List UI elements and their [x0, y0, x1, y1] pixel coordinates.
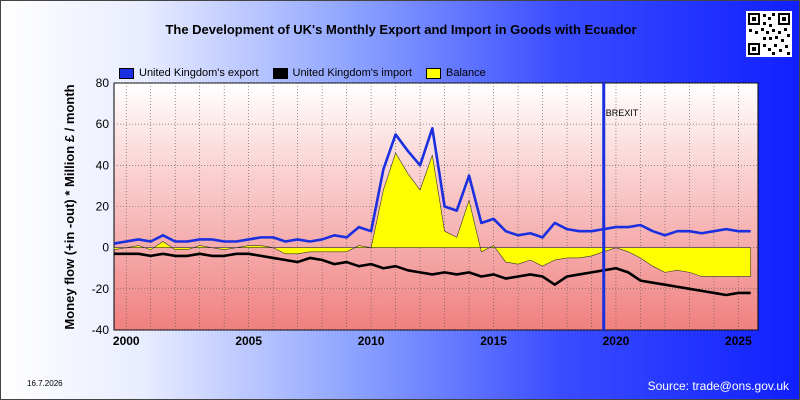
x-axis-ticks: 2000 2005 2010 2015 2020 2025	[113, 334, 752, 348]
y-axis-ticks: -40 -20 0 20 40 60 80	[92, 76, 110, 337]
y-tick-label: -20	[92, 282, 110, 296]
balance-series-area	[113, 152, 751, 277]
qr-code-icon	[746, 11, 792, 57]
x-tick-label: 2015	[480, 334, 507, 348]
x-tick-label: 2025	[725, 334, 752, 348]
x-tick-label: 2010	[358, 334, 385, 348]
legend-item-export: United Kingdom's export	[119, 67, 259, 79]
y-axis-label: Money flow (+in -out) * Million £ / mont…	[62, 84, 77, 329]
y-tick-label: 20	[96, 200, 110, 214]
y-tick-label: 80	[96, 76, 110, 90]
y-tick-label: -40	[92, 323, 110, 337]
chart-legend: United Kingdom's export United Kingdom's…	[119, 65, 500, 81]
date-stamp: 16.7.2026	[27, 379, 63, 388]
brexit-marker: BREXIT	[602, 83, 639, 330]
legend-label-export: United Kingdom's export	[139, 67, 259, 79]
brexit-label: BREXIT	[606, 108, 639, 118]
x-tick-label: 2005	[235, 334, 262, 348]
y-tick-label: 0	[102, 241, 109, 255]
legend-label-balance: Balance	[446, 67, 486, 79]
x-tick-label: 2020	[603, 334, 630, 348]
legend-swatch-import	[272, 67, 288, 79]
legend-item-balance: Balance	[426, 67, 486, 79]
legend-label-import: United Kingdom's import	[292, 67, 413, 79]
chart-title: The Development of UK's Monthly Export a…	[165, 22, 637, 37]
y-tick-label: 40	[96, 158, 110, 172]
legend-swatch-balance	[426, 67, 441, 79]
export-series-line	[113, 126, 751, 245]
legend-swatch-export	[119, 67, 134, 79]
x-tick-label: 2000	[113, 334, 140, 348]
import-series-line	[114, 252, 751, 297]
y-tick-label: 60	[96, 117, 110, 131]
series-lines	[113, 126, 751, 297]
balance-area	[113, 152, 751, 277]
source-credit: Source: trade@ons.gov.uk	[647, 379, 789, 393]
legend-item-import: United Kingdom's import	[272, 67, 413, 79]
